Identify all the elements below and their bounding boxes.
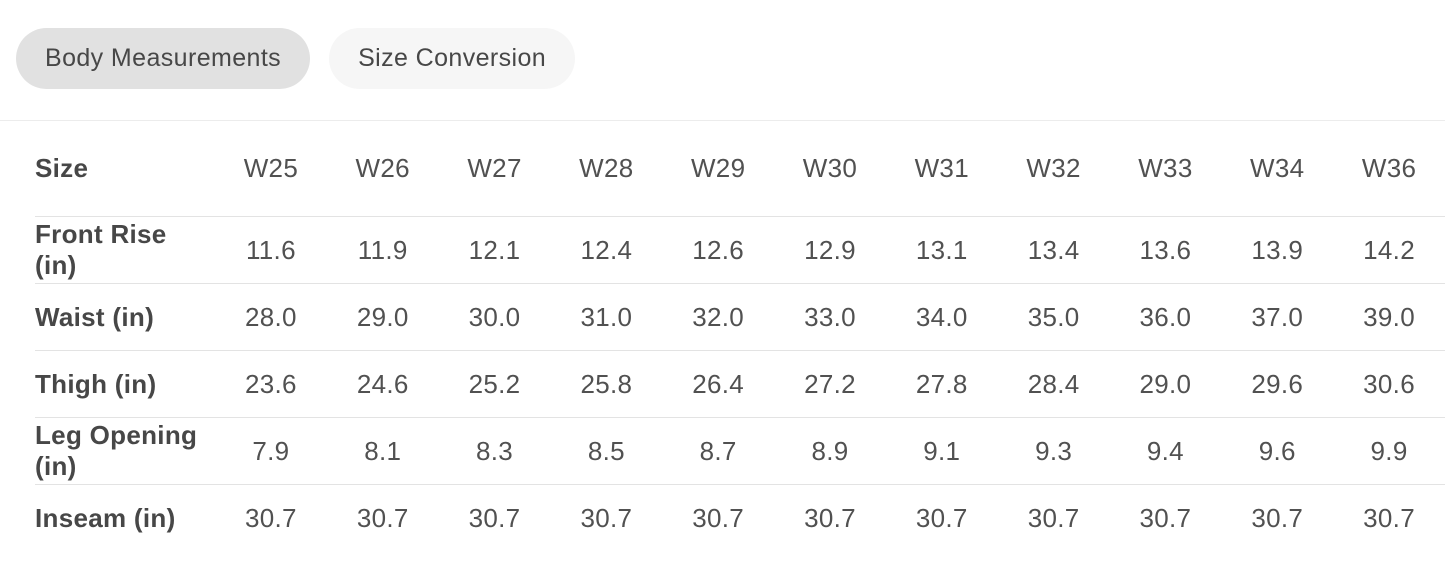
table-row: Inseam (in) 30.7 30.7 30.7 30.7 30.7 30.7 30.7 3…	[35, 485, 1445, 552]
cell-value: 9.9	[1333, 417, 1445, 485]
cell-value: 33.0	[774, 283, 886, 351]
cell-value: 9.3	[997, 417, 1110, 485]
cell-value: 32.0	[662, 283, 775, 351]
table-row: Thigh (in) 23.6 24.6 25.2 25.8 26.4 27.2 27.8 28…	[35, 350, 1445, 418]
tab-size-conversion[interactable]: Size Conversion	[329, 28, 576, 89]
cell-value: 27.2	[774, 350, 886, 418]
cell-value: 9.6	[1221, 417, 1334, 485]
row-label: Inseam (in)	[35, 502, 176, 533]
cell-value: 8.5	[550, 417, 663, 485]
header-size-w33: W33	[1109, 121, 1222, 217]
cell-value: 30.6	[1333, 350, 1445, 418]
cell-value: 30.7	[356, 502, 409, 533]
cell-value: 11.9	[326, 216, 439, 284]
cell-value: 12.4	[550, 216, 663, 284]
cell-value: 14.2	[1333, 216, 1445, 284]
header-size-w28: W28	[550, 121, 663, 217]
cell-value: 8.9	[774, 417, 886, 485]
header-size-w26: W26	[326, 121, 439, 217]
cell-value: 30.7	[245, 502, 297, 533]
cell-value: 30.7	[580, 502, 633, 533]
header-size-w30: W30	[774, 121, 886, 217]
cell-value: 23.6	[215, 350, 327, 418]
header-size-w34: W34	[1221, 121, 1334, 217]
cell-value: 30.7	[804, 502, 856, 533]
table-header-row: Size W25 W26 W27 W28 W29 W30 W31 W32 W33 W34 W36	[35, 121, 1445, 217]
cell-value: 13.9	[1221, 216, 1334, 284]
cell-value: 30.7	[468, 502, 521, 533]
cell-value: 34.0	[885, 283, 998, 351]
cell-value: 30.7	[1139, 502, 1192, 533]
header-size-w32: W32	[997, 121, 1110, 217]
table-row: Leg Opening (in) 7.9 8.1 8.3 8.5 8.7 8.9 9.1 9.3…	[35, 417, 1445, 485]
cell-value: 12.1	[438, 216, 551, 284]
size-chart-table: Size W25 W26 W27 W28 W29 W30 W31 W32 W33 W34 W36 Fr…	[35, 121, 1445, 551]
cell-value: 30.7	[1027, 502, 1080, 533]
cell-value: 35.0	[997, 283, 1110, 351]
cell-value: 7.9	[215, 417, 327, 485]
cell-value: 39.0	[1333, 283, 1445, 351]
cell-value: 37.0	[1221, 283, 1334, 351]
cell-value: 8.7	[662, 417, 775, 485]
cell-value: 9.1	[885, 417, 998, 485]
header-size-w27: W27	[438, 121, 551, 217]
header-size-w36: W36	[1333, 121, 1445, 217]
table-row: Waist (in) 28.0 29.0 30.0 31.0 32.0 33.0 34.0 35…	[35, 283, 1445, 351]
cell-value: 30.0	[438, 283, 551, 351]
cell-value: 28.0	[215, 283, 327, 351]
cell-value: 12.9	[774, 216, 886, 284]
cell-value: 28.4	[997, 350, 1110, 418]
cell-value: 30.7	[1251, 502, 1304, 533]
cell-value: 25.2	[438, 350, 551, 418]
cell-value: 30.7	[915, 502, 968, 533]
header-size-w31: W31	[885, 121, 998, 217]
row-label: Leg Opening (in)	[35, 417, 215, 485]
tab-bar: Body Measurements Size Conversion	[0, 0, 1445, 89]
tab-body-measurements[interactable]: Body Measurements	[16, 28, 311, 89]
row-label: Waist (in)	[35, 283, 215, 351]
cell-value: 29.0	[326, 283, 439, 351]
cell-value: 12.6	[662, 216, 775, 284]
header-size-label: Size	[35, 121, 215, 217]
cell-value: 27.8	[885, 350, 998, 418]
cell-value: 8.1	[326, 417, 439, 485]
cell-value: 29.6	[1221, 350, 1334, 418]
cell-value: 26.4	[662, 350, 775, 418]
cell-value: 30.7	[1363, 502, 1415, 533]
header-size-w25: W25	[215, 121, 327, 217]
cell-value: 36.0	[1109, 283, 1222, 351]
cell-value: 11.6	[215, 216, 327, 284]
tab-divider	[0, 120, 1445, 121]
table-row: Front Rise (in) 11.6 11.9 12.1 12.4 12.6 12.9 1…	[35, 216, 1445, 284]
cell-value: 13.1	[885, 216, 998, 284]
cell-value: 13.6	[1109, 216, 1222, 284]
cell-value: 8.3	[438, 417, 551, 485]
row-label: Thigh (in)	[35, 350, 215, 418]
cell-value: 13.4	[997, 216, 1110, 284]
cell-value: 30.7	[692, 502, 745, 533]
row-label: Front Rise (in)	[35, 216, 215, 284]
cell-value: 31.0	[550, 283, 663, 351]
cell-value: 29.0	[1109, 350, 1222, 418]
cell-value: 9.4	[1109, 417, 1222, 485]
cell-value: 24.6	[326, 350, 439, 418]
header-size-w29: W29	[662, 121, 775, 217]
cell-value: 25.8	[550, 350, 663, 418]
